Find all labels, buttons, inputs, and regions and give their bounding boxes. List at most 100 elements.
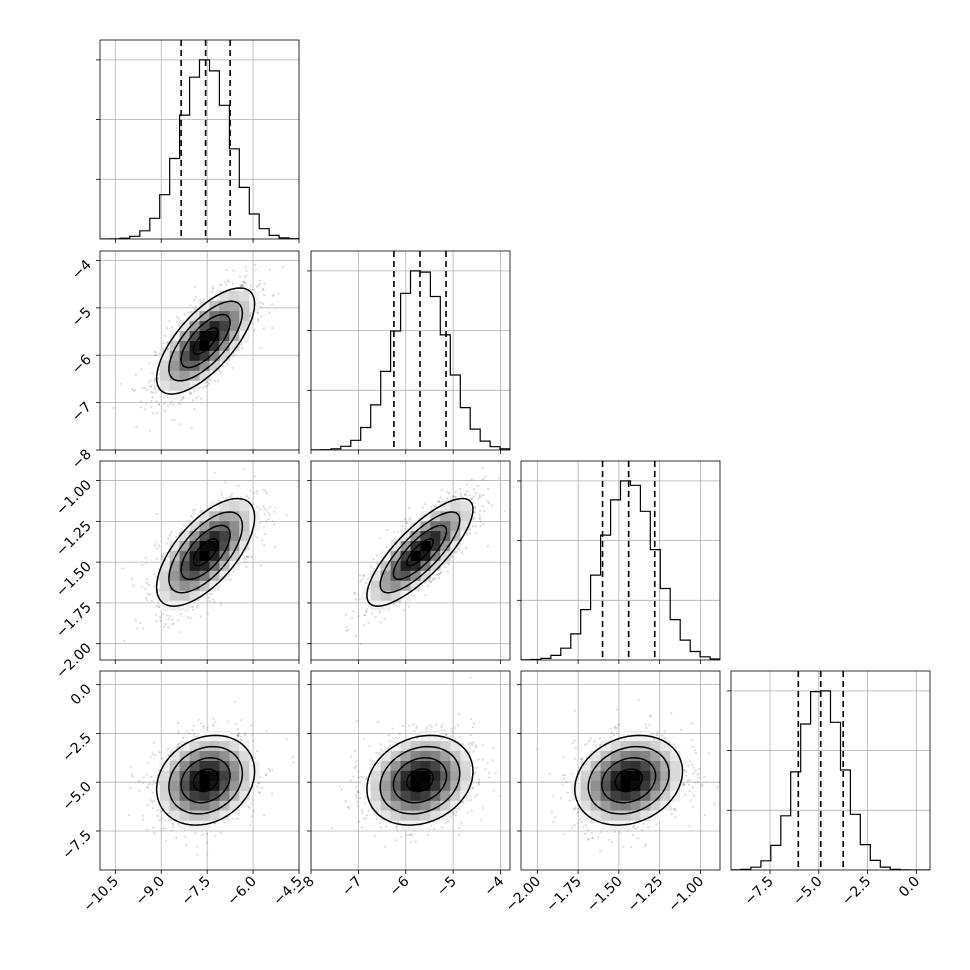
density-cell [189, 540, 200, 551]
sample-point [481, 478, 484, 481]
sample-point [220, 491, 223, 494]
density-cell [189, 520, 200, 531]
sample-point [474, 531, 478, 534]
sample-point [181, 397, 184, 400]
sample-point [450, 556, 454, 559]
sample-point [468, 532, 472, 535]
density-cell [430, 540, 441, 551]
sample-point [261, 539, 264, 542]
sample-point [239, 284, 242, 287]
sample-point [162, 613, 165, 616]
sample-point [241, 285, 244, 288]
sample-point [243, 733, 246, 736]
sample-point [153, 385, 156, 388]
sample-point [206, 380, 209, 384]
sample-point [344, 614, 347, 617]
density-1-0 [112, 263, 284, 433]
sample-point [439, 572, 442, 575]
sample-point [273, 510, 276, 513]
sample-point [242, 281, 245, 284]
density-cell [169, 340, 180, 351]
sample-point [163, 410, 166, 413]
sample-point [142, 627, 145, 630]
sample-point [240, 341, 243, 344]
sample-point [213, 471, 216, 474]
sample-point [375, 562, 378, 565]
sample-point [150, 399, 153, 403]
panel-frame [99, 460, 300, 661]
density-cell [159, 360, 171, 371]
sample-point [403, 518, 407, 521]
sample-point [155, 353, 158, 356]
density-cell [219, 350, 230, 361]
sample-point [360, 579, 363, 582]
sample-point [164, 819, 167, 822]
sample-point [193, 407, 196, 411]
sample-point [255, 285, 258, 288]
sample-point [232, 269, 235, 272]
sample-point [166, 404, 169, 407]
contour [168, 300, 244, 382]
density-cell [209, 550, 220, 561]
sample-point [169, 402, 172, 405]
sample-point [141, 386, 144, 390]
sample-point [474, 525, 477, 528]
density-cell [209, 320, 220, 331]
y-tick-label: −8 [69, 447, 95, 473]
density-cell [239, 520, 250, 531]
density-cell [219, 300, 230, 312]
y-tick-label: −6 [69, 352, 95, 378]
sample-point [219, 371, 222, 374]
sample-point [430, 506, 433, 509]
sample-point [249, 489, 252, 492]
sample-point [259, 279, 262, 282]
contour [180, 524, 231, 581]
sample-point [453, 495, 456, 499]
sample-point [146, 578, 149, 581]
sample-point [452, 494, 455, 497]
sample-point [432, 576, 435, 579]
density-cell [229, 530, 240, 541]
density-cell [239, 290, 250, 302]
density-cell [390, 550, 401, 561]
sample-point [139, 400, 143, 403]
sample-point [151, 783, 154, 786]
density-cell [199, 310, 210, 322]
sample-point [130, 773, 133, 776]
sample-point [183, 313, 186, 316]
density-cell [169, 580, 180, 591]
sample-point [212, 287, 215, 290]
sample-point [250, 815, 253, 818]
sample-point [164, 839, 168, 842]
sample-point [165, 327, 168, 330]
density-cell [360, 590, 372, 601]
sample-point [166, 747, 169, 751]
sample-point [257, 319, 260, 323]
sample-point [383, 617, 386, 620]
sample-point [162, 625, 166, 628]
sample-point [396, 531, 399, 534]
sample-point [245, 274, 248, 277]
panel-1-0: −8−7−6−5−4 [69, 250, 300, 473]
density-cell [159, 590, 171, 601]
sample-point [153, 380, 156, 383]
sample-point [392, 530, 395, 533]
sample-point [191, 516, 194, 519]
sample-point [172, 403, 175, 406]
sample-point [407, 605, 410, 608]
sample-point [472, 517, 475, 520]
sample-point [155, 541, 158, 544]
sample-point [140, 586, 143, 589]
density-cell [450, 540, 461, 551]
sample-point [261, 287, 265, 291]
sample-point [464, 493, 467, 496]
sample-point [366, 607, 369, 610]
sample-point [352, 610, 355, 613]
density-cell [239, 500, 250, 512]
sample-point [155, 613, 158, 616]
sample-point [256, 505, 259, 509]
sample-point [156, 513, 159, 516]
sample-point [168, 614, 171, 618]
sample-point [366, 577, 369, 581]
sample-point [145, 597, 148, 600]
